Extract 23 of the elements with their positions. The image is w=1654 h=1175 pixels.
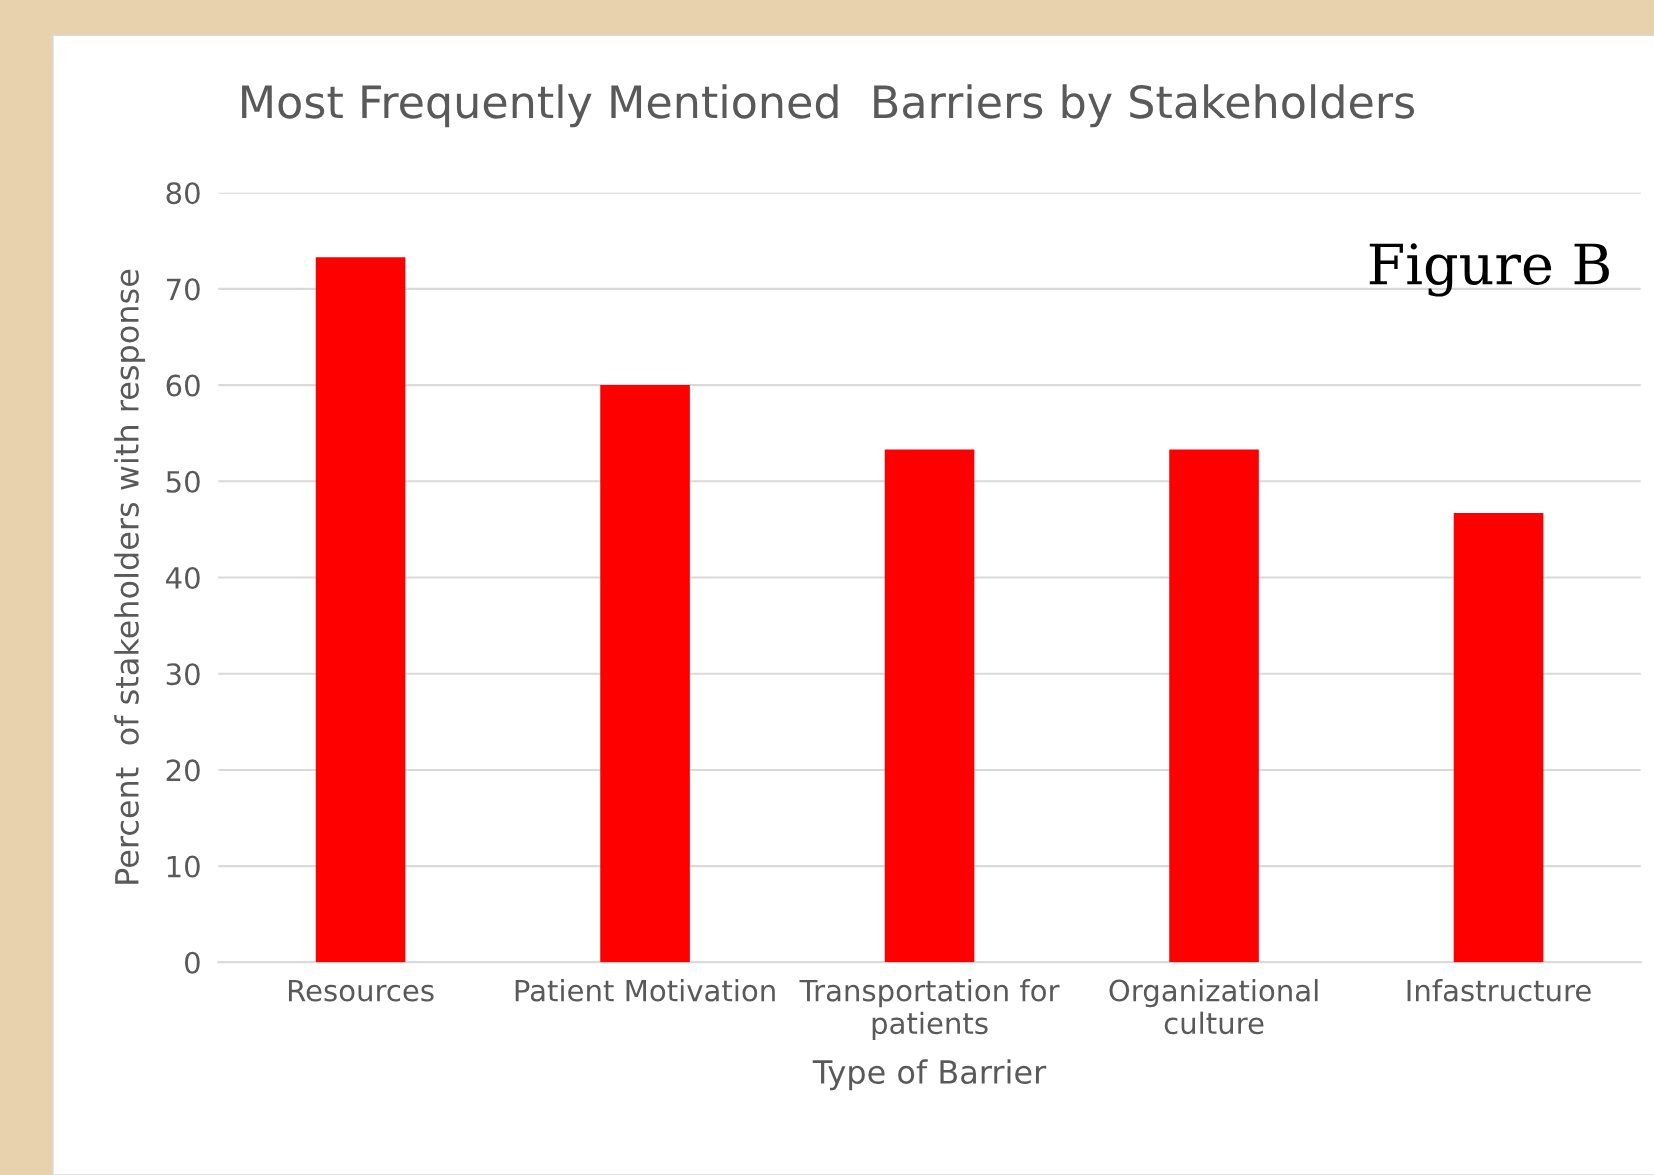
y-tick-label: 10 [167, 855, 200, 878]
y-axis-title: Percent of stakeholders with response [114, 269, 146, 884]
x-tick-label: Patient Motivation [515, 978, 775, 1002]
x-axis-title: Type of Barrier [812, 1059, 1047, 1091]
y-tick-label: 70 [166, 278, 200, 301]
bar [600, 385, 690, 963]
x-tick-label: Organizational culture [1109, 978, 1318, 1035]
x-tick-label: Transportation for patients [799, 978, 1060, 1040]
annotation: Figure B [1369, 243, 1609, 297]
x-tick-label: Resources [288, 979, 434, 1002]
bar [884, 449, 975, 963]
y-tick-label: 60 [166, 374, 200, 397]
bar [315, 257, 406, 963]
y-tick-label: 20 [166, 759, 200, 782]
x-tick-label: Infastructure [1407, 978, 1591, 1002]
y-tick-label: 80 [166, 182, 200, 205]
bar [1169, 449, 1259, 963]
y-tick-label: 40 [165, 566, 200, 590]
y-tick-label: 30 [166, 663, 200, 686]
y-tick-label: 0 [185, 951, 200, 974]
y-tick-label: 50 [166, 470, 200, 493]
bar [1453, 513, 1544, 963]
chart-title: Most Frequently Mentioned Barriers by Stakeholders [242, 84, 1415, 128]
